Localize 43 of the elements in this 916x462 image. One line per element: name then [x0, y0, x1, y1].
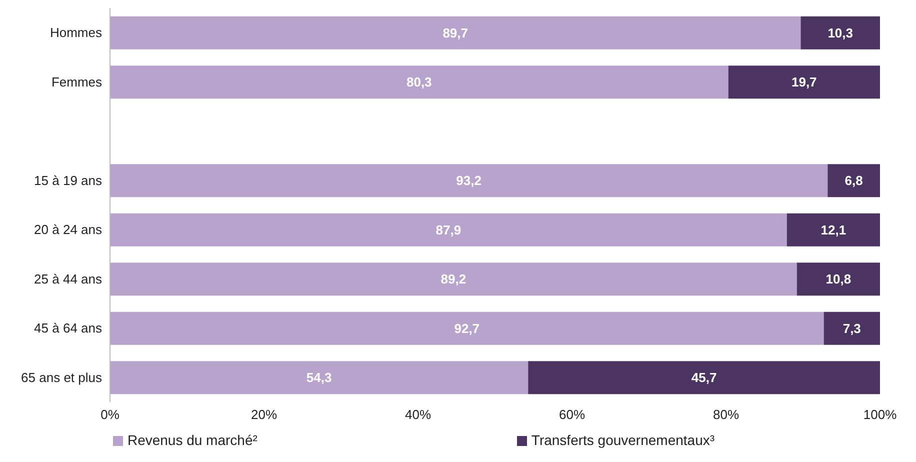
data-label: 10,8: [826, 272, 852, 287]
x-tick-label: 80%: [712, 407, 740, 422]
data-label: 45,7: [691, 370, 717, 386]
legend-label: Revenus du marché²: [127, 432, 258, 448]
data-label: 19,7: [792, 74, 817, 90]
legend-label: Transferts gouvernementaux³: [531, 432, 715, 448]
bar: [796, 262, 880, 296]
bar: [786, 213, 880, 246]
bar: [800, 16, 880, 50]
data-label: 87,9: [436, 222, 462, 238]
y-tick-label: 25 à 44 ans: [34, 271, 102, 286]
x-tick-label: 0%: [100, 407, 120, 422]
data-label: 80,3: [406, 74, 432, 90]
data-label: 93,2: [456, 173, 482, 188]
x-tick-label: 40%: [404, 407, 432, 422]
bar: [110, 213, 787, 246]
bar: [528, 361, 880, 394]
data-label: 7,3: [842, 320, 861, 336]
y-tick-label: Femmes: [51, 74, 102, 90]
bar: [110, 361, 528, 394]
x-tick-label: 100%: [863, 407, 898, 422]
bar: [824, 312, 880, 345]
y-tick-label: 15 à 19 ans: [34, 172, 102, 188]
x-tick-label: 60%: [558, 407, 586, 422]
bar: [110, 262, 797, 296]
data-label: 10,3: [828, 25, 853, 40]
bar: [110, 16, 801, 50]
bar: [728, 66, 880, 99]
y-tick-label: 65 ans et plus: [21, 370, 102, 385]
data-label: 54,3: [306, 370, 332, 386]
bar: [110, 164, 828, 198]
data-label: 92,7: [454, 320, 480, 336]
data-label: 12,1: [820, 222, 846, 238]
bar: [828, 164, 880, 198]
y-tick-label: 45 à 64 ans: [34, 320, 102, 336]
bar: [110, 312, 824, 345]
data-label: 89,2: [440, 272, 466, 287]
data-label: 89,7: [442, 25, 468, 40]
y-tick-label: 20 à 24 ans: [34, 222, 102, 238]
y-tick-label: Hommes: [50, 25, 102, 40]
data-label: 6,8: [844, 173, 863, 188]
x-tick-label: 20%: [250, 407, 278, 422]
bar: [110, 66, 728, 99]
